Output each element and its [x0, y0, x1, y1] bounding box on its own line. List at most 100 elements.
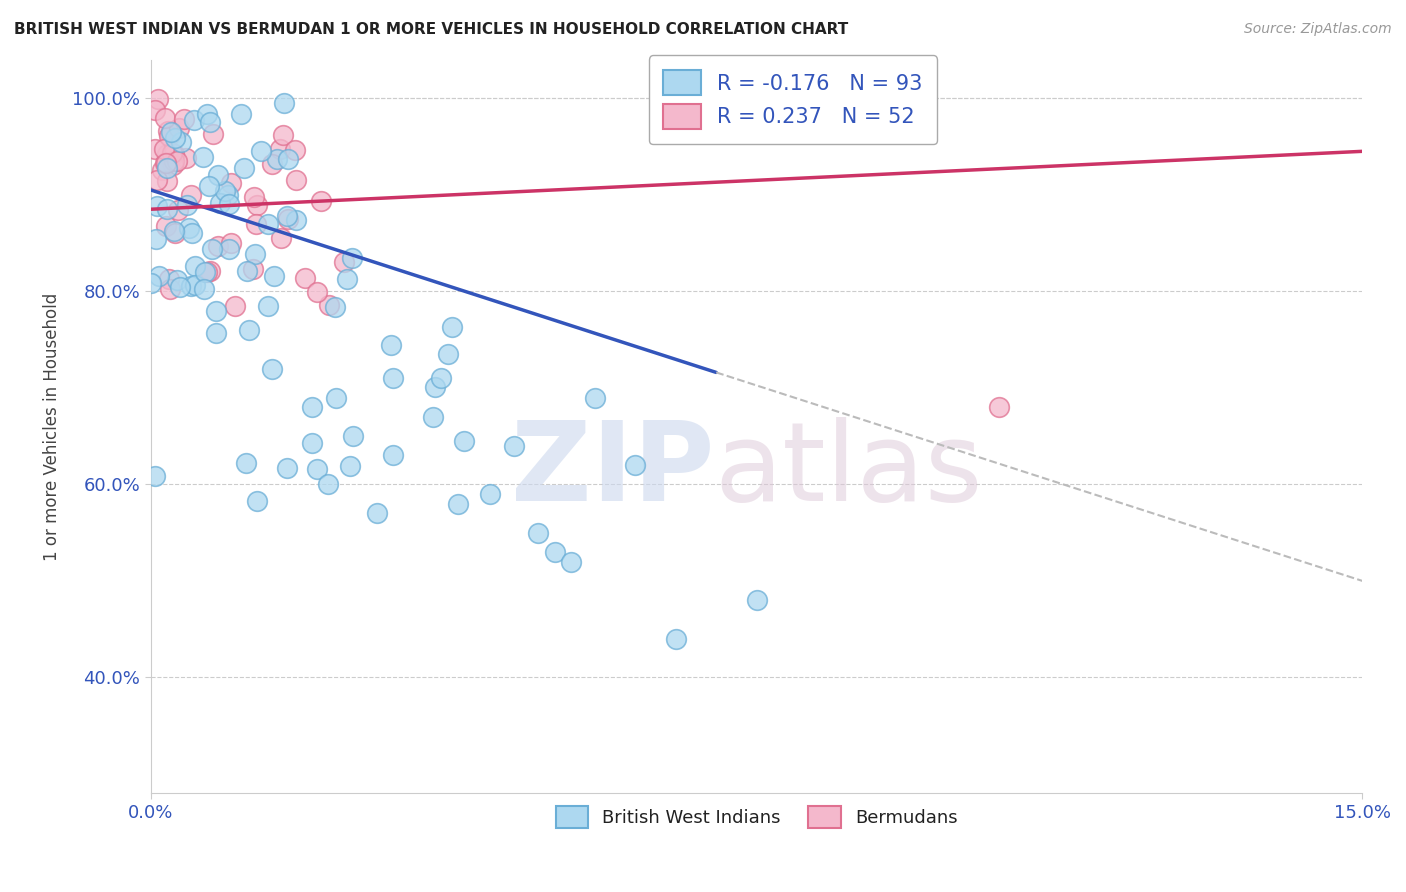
- Point: [745, 593, 768, 607]
- Point: [560, 555, 582, 569]
- Point: [198, 178, 221, 193]
- Point: [624, 458, 647, 472]
- Point: [218, 197, 240, 211]
- Point: [307, 461, 329, 475]
- Point: [423, 380, 446, 394]
- Point: [166, 153, 188, 168]
- Point: [260, 361, 283, 376]
- Point: [333, 255, 356, 269]
- Point: [380, 338, 402, 352]
- Point: [157, 123, 180, 137]
- Point: [167, 120, 190, 135]
- Point: [195, 265, 218, 279]
- Point: [150, 162, 173, 177]
- Point: [157, 272, 180, 286]
- Point: [262, 157, 284, 171]
- Point: [180, 278, 202, 293]
- Point: [162, 158, 184, 172]
- Point: [155, 156, 177, 170]
- Point: [478, 487, 501, 501]
- Point: [318, 298, 340, 312]
- Point: [160, 146, 183, 161]
- Point: [266, 153, 288, 167]
- Point: [204, 326, 226, 340]
- Point: [169, 279, 191, 293]
- Point: [146, 173, 169, 187]
- Point: [987, 400, 1010, 414]
- Point: [145, 232, 167, 246]
- Point: [336, 272, 359, 286]
- Point: [194, 265, 217, 279]
- Point: [148, 269, 170, 284]
- Point: [174, 151, 197, 165]
- Point: [193, 150, 215, 164]
- Point: [141, 276, 163, 290]
- Point: [173, 112, 195, 126]
- Point: [157, 129, 180, 144]
- Point: [155, 219, 177, 233]
- Point: [382, 449, 405, 463]
- Point: [221, 235, 243, 250]
- Point: [204, 304, 226, 318]
- Point: [207, 168, 229, 182]
- Point: [301, 400, 323, 414]
- Point: [430, 371, 453, 385]
- Point: [163, 224, 186, 238]
- Point: [543, 545, 565, 559]
- Point: [665, 632, 688, 646]
- Point: [263, 268, 285, 283]
- Point: [159, 282, 181, 296]
- Point: [318, 477, 340, 491]
- Point: [325, 391, 347, 405]
- Point: [163, 227, 186, 241]
- Point: [527, 525, 550, 540]
- Point: [198, 115, 221, 129]
- Point: [163, 131, 186, 145]
- Point: [250, 144, 273, 158]
- Point: [231, 107, 253, 121]
- Point: [156, 174, 179, 188]
- Point: [155, 202, 177, 217]
- Point: [284, 212, 307, 227]
- Point: [277, 212, 299, 227]
- Point: [342, 429, 364, 443]
- Point: [167, 203, 190, 218]
- Point: [257, 299, 280, 313]
- Point: [163, 154, 186, 169]
- Point: [184, 259, 207, 273]
- Point: [166, 273, 188, 287]
- Point: [177, 220, 200, 235]
- Point: [422, 409, 444, 424]
- Point: [294, 271, 316, 285]
- Point: [233, 161, 256, 176]
- Point: [301, 436, 323, 450]
- Point: [145, 142, 167, 156]
- Point: [235, 456, 257, 470]
- Point: [270, 231, 292, 245]
- Point: [155, 155, 177, 169]
- Point: [583, 391, 606, 405]
- Point: [184, 278, 207, 293]
- Point: [339, 459, 361, 474]
- Point: [246, 494, 269, 508]
- Text: Source: ZipAtlas.com: Source: ZipAtlas.com: [1244, 22, 1392, 37]
- Point: [340, 251, 363, 265]
- Point: [146, 91, 169, 105]
- Point: [307, 285, 329, 300]
- Point: [214, 184, 236, 198]
- Point: [163, 147, 186, 161]
- Point: [200, 264, 222, 278]
- Point: [201, 242, 224, 256]
- Point: [243, 246, 266, 260]
- Point: [453, 434, 475, 449]
- Point: [366, 507, 388, 521]
- Point: [176, 198, 198, 212]
- Point: [382, 371, 405, 385]
- Point: [180, 226, 202, 240]
- Point: [217, 187, 239, 202]
- Text: ZIP: ZIP: [510, 417, 714, 524]
- Point: [257, 217, 280, 231]
- Point: [219, 176, 242, 190]
- Point: [183, 112, 205, 127]
- Point: [207, 239, 229, 253]
